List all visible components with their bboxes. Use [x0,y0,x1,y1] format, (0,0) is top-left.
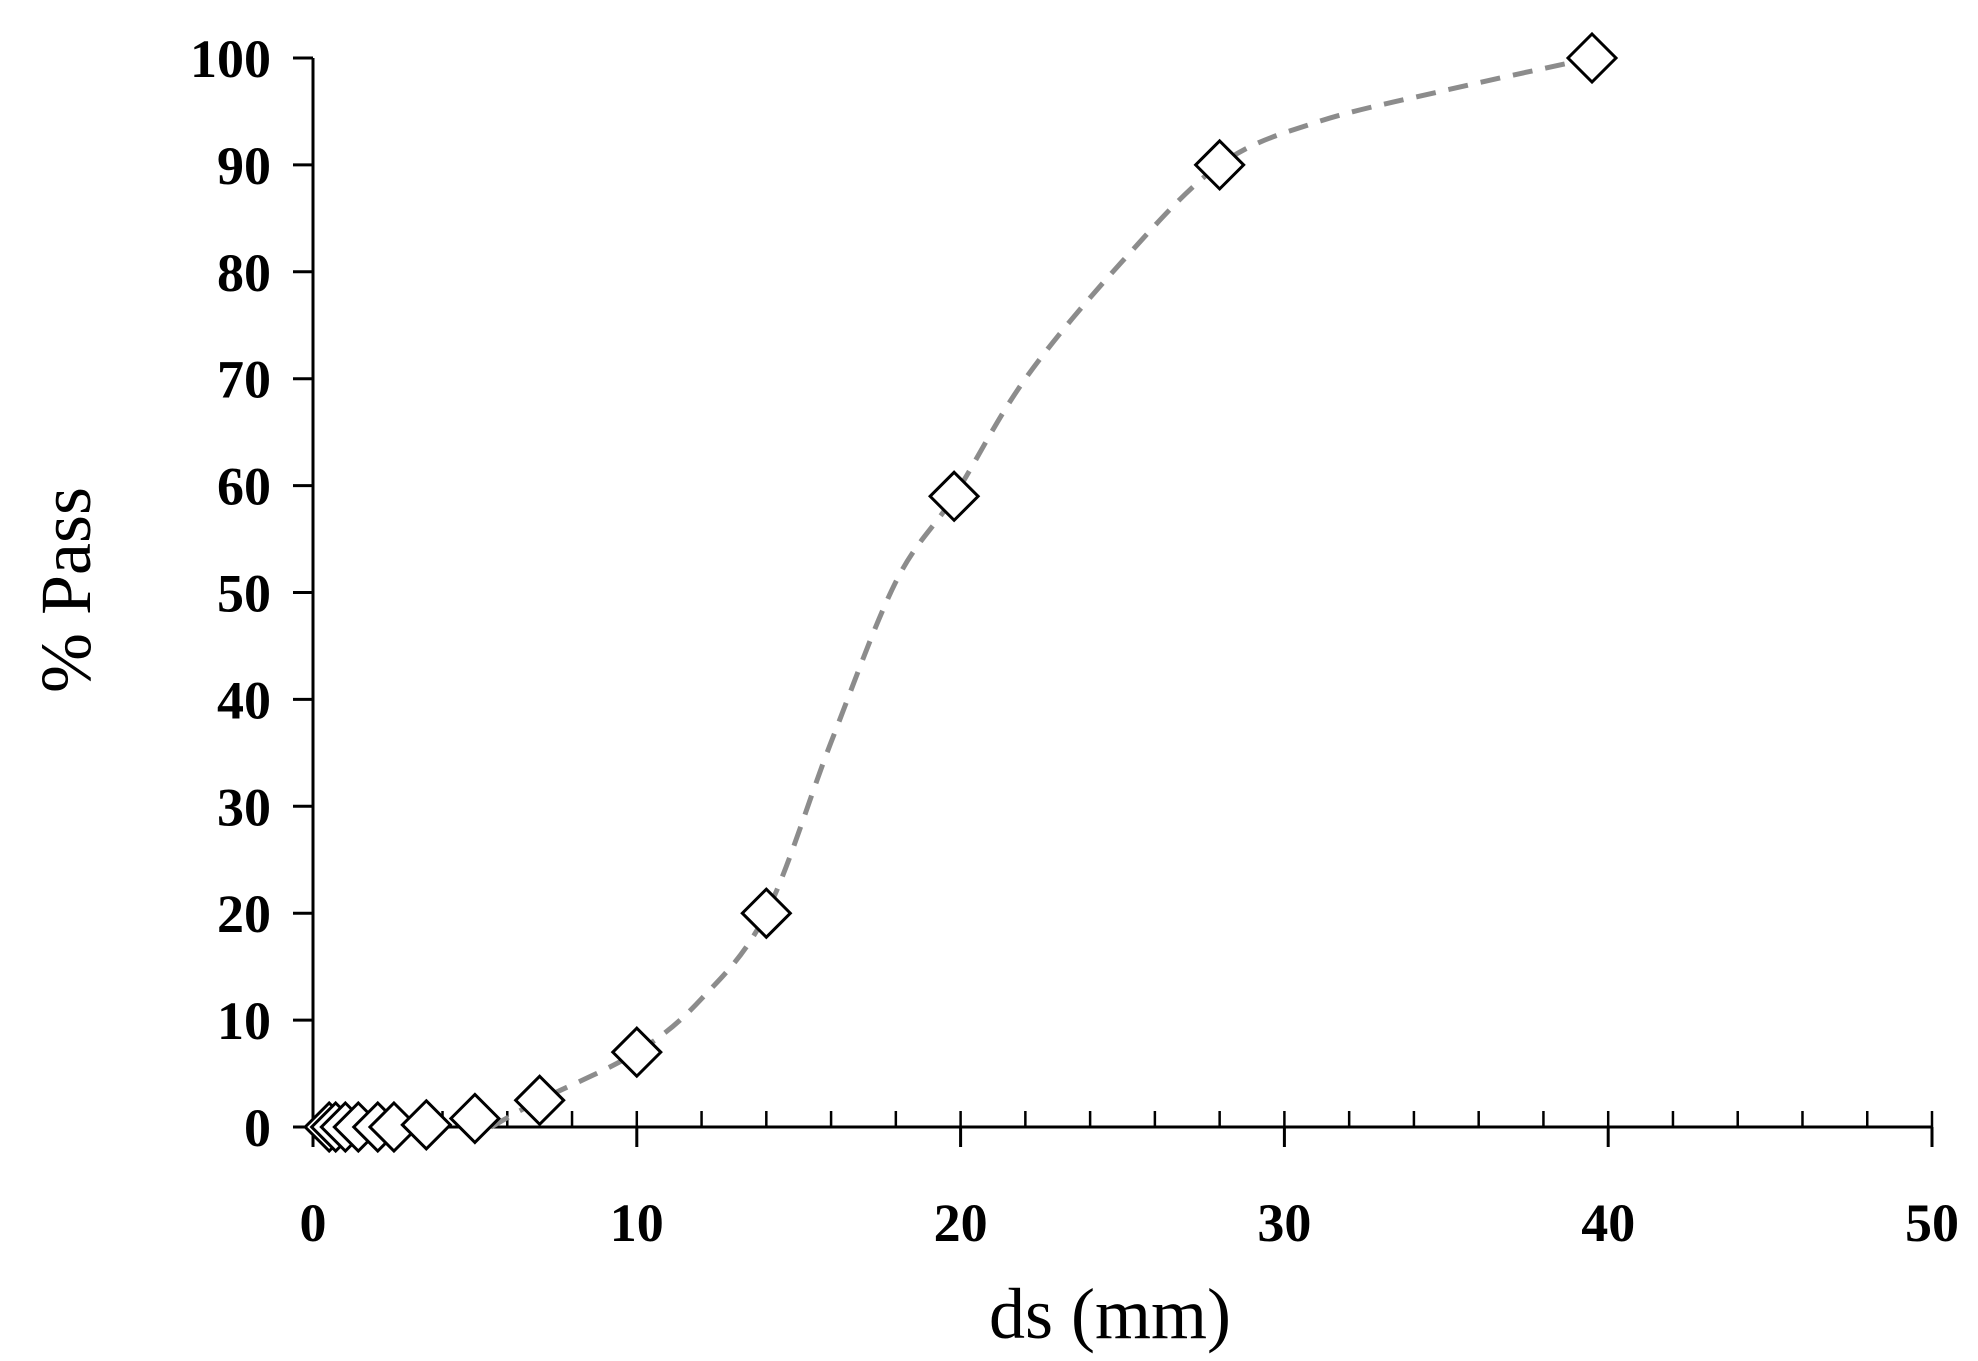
x-tick-label: 10 [610,1193,664,1253]
y-tick-label: 60 [217,457,271,517]
y-tick-label: 70 [217,350,271,410]
tick-labels: 0 10 20 30 40 50 60 70 80 90 100 0 10 20 30 40 50 [190,29,1959,1253]
y-tick-label: 20 [217,884,271,944]
y-tick-label: 90 [217,136,271,196]
data-point [610,1026,663,1079]
data-point [928,470,981,523]
data-point [1193,138,1246,192]
data-point [740,887,793,940]
x-tick-label: 30 [1257,1193,1311,1253]
trend-line [489,55,1593,1130]
x-tick-label: 20 [934,1193,988,1253]
x-axis-title: ds (mm) [989,1274,1231,1354]
y-tick-label: 50 [217,564,271,624]
x-tick-label: 50 [1905,1193,1959,1253]
axes [311,58,1932,1129]
y-axis-title: % Pass [26,487,106,693]
data-point [400,1098,453,1151]
data-points [303,31,1619,1154]
data-point [448,1092,502,1145]
x-tick-label: 0 [300,1193,327,1253]
y-tick-label: 0 [244,1098,271,1158]
ticks [293,56,1934,1147]
y-tick-label: 30 [217,777,271,837]
y-tick-label: 10 [217,991,271,1051]
y-tick-label: 80 [217,243,271,303]
trend-line-layer [489,55,1593,1130]
data-point [513,1074,566,1127]
y-tick-label: 40 [217,670,271,730]
x-tick-label: 40 [1581,1193,1635,1253]
data-point [1565,31,1619,85]
y-tick-label: 100 [190,29,271,89]
